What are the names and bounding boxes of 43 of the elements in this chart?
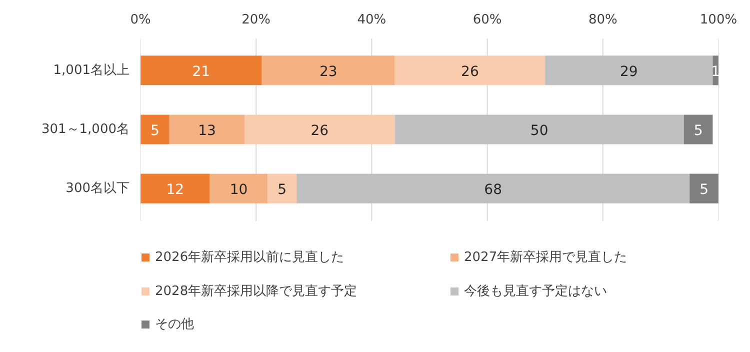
data-label: 5	[694, 122, 703, 139]
data-label: 10	[230, 182, 248, 198]
legend-label: その他	[155, 316, 195, 333]
bar	[210, 174, 268, 204]
y-tick-label: 1,001名以上	[53, 62, 130, 78]
legend-label: 2026年新卒採用以前に見直した	[155, 249, 346, 266]
x-tick-label: 60%	[472, 12, 502, 28]
data-label: 50	[530, 122, 548, 139]
data-label: 68	[484, 182, 502, 198]
bar	[268, 174, 297, 204]
bar	[140, 114, 170, 144]
bar	[684, 114, 713, 144]
data-label: 13	[198, 122, 216, 139]
data-label: 29	[620, 64, 638, 80]
x-tick-label: 80%	[588, 12, 618, 28]
legend-label: 2028年新卒採用以降で見直す予定	[155, 283, 358, 300]
bar	[394, 56, 546, 86]
data-label: 26	[461, 64, 479, 80]
data-label: 12	[166, 182, 184, 198]
data-label: 21	[192, 64, 210, 80]
legend-label: 2027年新卒採用で見直した	[464, 249, 628, 266]
bar	[262, 56, 395, 86]
x-tick-label: 20%	[242, 12, 271, 28]
y-tick-label: 300名以下	[66, 181, 130, 196]
legend-label: 今後も見直す予定はない	[464, 283, 608, 300]
bar	[545, 56, 713, 86]
data-label: 1	[711, 64, 720, 80]
x-tick-label: 0%	[130, 12, 151, 28]
bar	[296, 174, 690, 204]
bar	[169, 114, 245, 144]
x-tick-label: 100%	[700, 12, 738, 28]
data-label: 5	[278, 182, 287, 198]
bar	[244, 114, 395, 144]
bar	[140, 174, 210, 204]
bar	[394, 114, 684, 144]
data-label: 5	[700, 182, 709, 198]
bar	[690, 174, 718, 204]
data-label: 23	[319, 64, 338, 80]
bar	[140, 56, 262, 86]
y-tick-label: 301～1,000名	[41, 122, 130, 137]
data-label: 26	[310, 122, 329, 139]
x-tick-label: 40%	[357, 12, 386, 28]
data-label: 5	[150, 122, 160, 139]
